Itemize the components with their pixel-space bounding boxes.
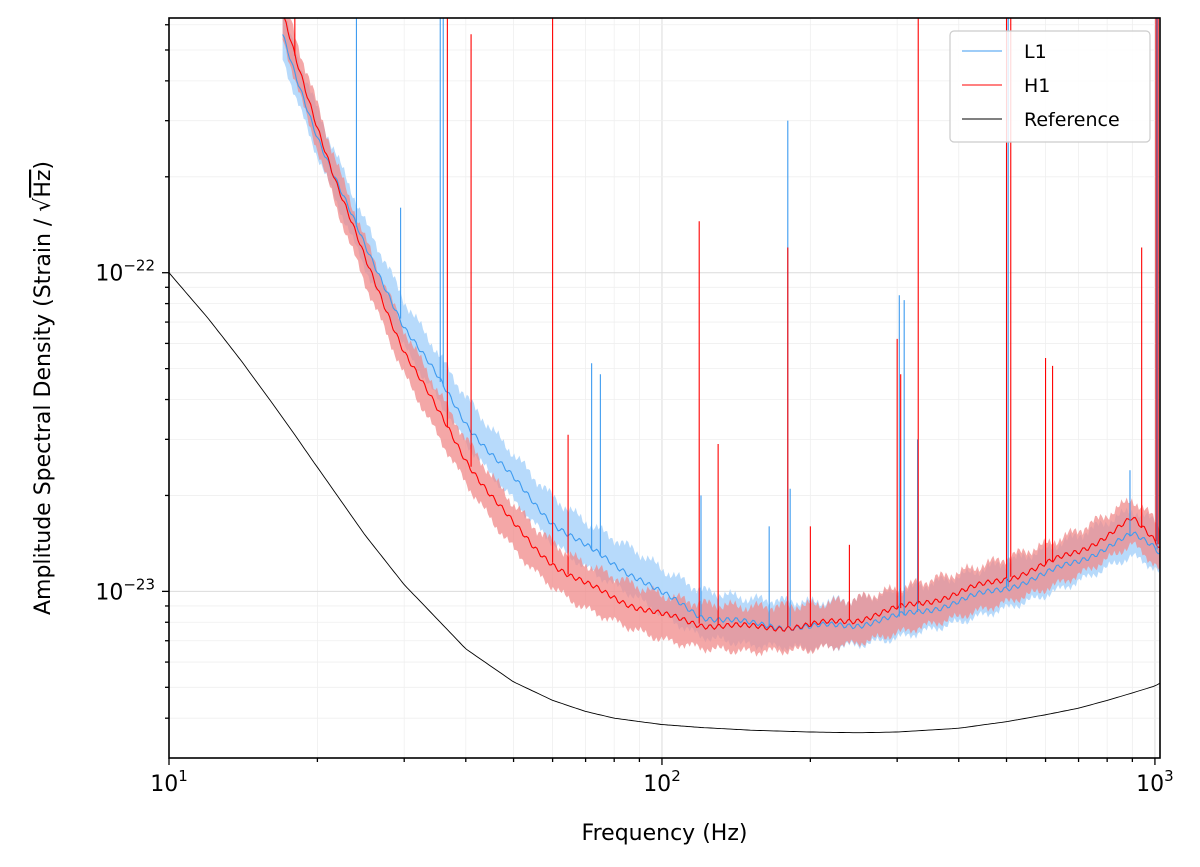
legend-label-l1: L1 [1024,41,1047,63]
noise-bands [282,18,1160,657]
x-tick-label: 101 [150,767,188,797]
legend-label-reference: Reference [1024,109,1120,131]
x-axis-label: Frequency (Hz) [582,821,748,846]
y-axis-label-prefix: Amplitude Spectral Density (Strain / [31,212,56,615]
svg-text:Amplitude Spectral Density (St: Amplitude Spectral Density (Strain / √Hz… [31,161,56,615]
y-tick-label: 10−22 [95,257,155,287]
series-line-reference [169,272,1160,734]
axis-ticks [162,24,1156,765]
legend-label-h1: H1 [1024,75,1050,97]
x-tick-label: 102 [643,767,681,797]
tick-labels: 101 102 103 10−22 10−23 [95,257,1173,797]
y-axis-label: Amplitude Spectral Density (Strain / √Hz… [31,161,56,615]
sqrt-sign: √ [31,197,56,212]
legend-box [949,30,1151,143]
plot-frame [168,17,1161,759]
series-line-h1 [282,18,1160,632]
y-tick-label: 10−23 [95,575,155,605]
series-lines [169,18,1160,734]
x-tick-label: 103 [1136,767,1174,797]
legend: L1 H1 Reference [949,30,1151,143]
series-line-l1 [282,34,1160,632]
y-axis-label-suffix: ) [31,161,56,170]
y-axis-label-radicand: Hz [31,170,56,198]
band-h1 [282,18,1160,657]
